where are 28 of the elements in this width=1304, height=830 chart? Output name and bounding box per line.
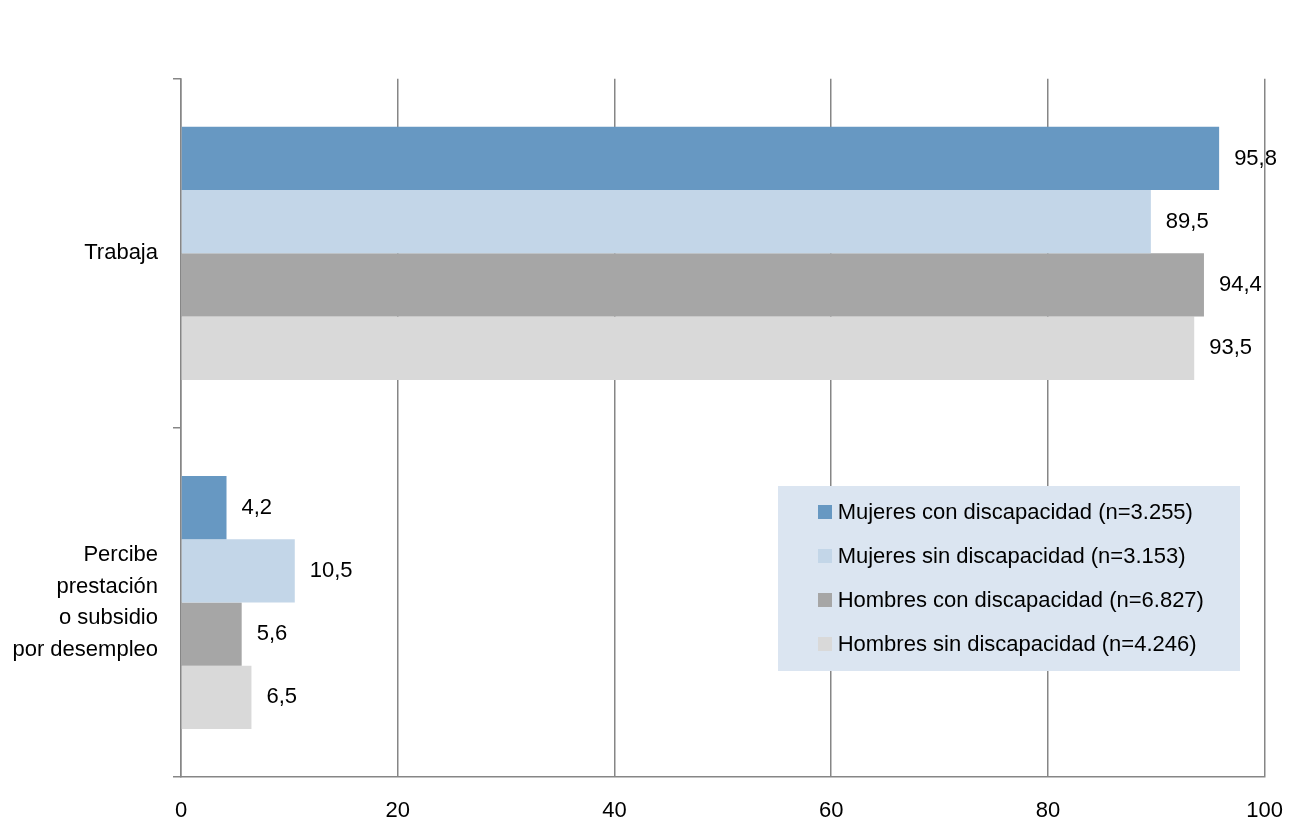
data-label: 93,5 [1209, 334, 1253, 360]
legend-label: Mujeres sin discapacidad (n=3.153) [837, 543, 1186, 569]
bar [181, 253, 1204, 317]
data-label: 6,5 [266, 683, 298, 709]
x-tick-label: 40 [602, 797, 627, 823]
bar [181, 316, 1195, 380]
x-tick-label: 20 [385, 797, 410, 823]
data-label: 5,6 [256, 620, 288, 646]
data-label: 4,2 [241, 493, 273, 519]
data-label: 10,5 [309, 556, 353, 582]
y-tick-label: Percibe prestación o subsidio por desempleo [12, 540, 158, 662]
y-tick-label: Trabaja [84, 239, 159, 265]
data-label: 94,4 [1218, 271, 1262, 297]
bar [181, 126, 1220, 191]
data-label: 89,5 [1165, 207, 1209, 233]
x-tick-label: 0 [174, 797, 188, 823]
bar [181, 539, 295, 603]
x-tick-label: 100 [1246, 797, 1284, 823]
legend-label: Mujeres con discapacidad (n=3.255) [837, 499, 1193, 525]
x-tick-label: 60 [818, 797, 844, 823]
x-tick-label: 80 [1035, 797, 1061, 823]
legend-label: Hombres sin discapacidad (n=4.246) [837, 631, 1197, 657]
bar [181, 665, 252, 729]
bar [181, 190, 1151, 254]
data-label: 95,8 [1234, 144, 1277, 170]
legend-label: Hombres con discapacidad (n=6.827) [837, 587, 1204, 613]
bar [181, 602, 242, 666]
bar [181, 475, 227, 540]
